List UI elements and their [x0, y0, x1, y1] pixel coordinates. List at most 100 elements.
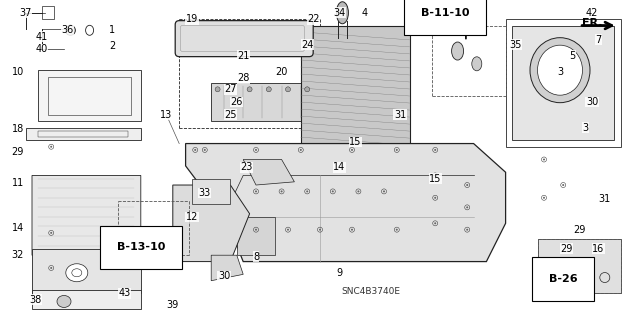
Text: 4: 4: [362, 8, 368, 18]
Polygon shape: [243, 160, 294, 185]
Ellipse shape: [266, 87, 271, 92]
Text: 30: 30: [586, 97, 598, 107]
Ellipse shape: [396, 149, 398, 151]
Ellipse shape: [247, 87, 252, 92]
Ellipse shape: [383, 190, 385, 192]
Ellipse shape: [452, 42, 463, 60]
Polygon shape: [173, 185, 250, 262]
Ellipse shape: [194, 149, 196, 151]
Text: 5: 5: [570, 51, 576, 61]
Ellipse shape: [466, 229, 468, 231]
Text: 24: 24: [301, 40, 314, 50]
Text: 38: 38: [29, 295, 42, 305]
Text: 18: 18: [12, 124, 24, 134]
Text: 42: 42: [586, 8, 598, 18]
Ellipse shape: [562, 184, 564, 186]
Text: 29: 29: [12, 146, 24, 157]
Text: 41: 41: [35, 32, 48, 42]
Text: 14: 14: [147, 234, 160, 244]
Ellipse shape: [285, 87, 291, 92]
Text: 36: 36: [61, 25, 74, 35]
Ellipse shape: [66, 264, 88, 282]
Text: 8: 8: [253, 252, 259, 262]
Ellipse shape: [50, 267, 52, 269]
Polygon shape: [38, 70, 141, 121]
Text: 33: 33: [198, 188, 211, 198]
Text: SNC4B3740E: SNC4B3740E: [342, 287, 401, 296]
Text: 3: 3: [582, 122, 589, 133]
Ellipse shape: [434, 149, 436, 151]
Ellipse shape: [530, 38, 590, 103]
Ellipse shape: [255, 190, 257, 192]
Text: 27: 27: [224, 84, 237, 94]
Ellipse shape: [332, 190, 334, 192]
Text: 43: 43: [118, 288, 131, 299]
Text: 13: 13: [160, 110, 173, 120]
Polygon shape: [211, 255, 243, 281]
Ellipse shape: [57, 295, 71, 308]
Text: 31: 31: [394, 110, 406, 120]
Ellipse shape: [280, 190, 283, 192]
Text: 30: 30: [218, 271, 230, 281]
Text: 1: 1: [109, 25, 115, 35]
Text: 32: 32: [12, 250, 24, 260]
Text: 15: 15: [429, 174, 442, 184]
Text: 21: 21: [237, 51, 250, 61]
Text: 14: 14: [12, 223, 24, 233]
Polygon shape: [32, 290, 141, 309]
Ellipse shape: [434, 222, 436, 224]
Polygon shape: [237, 217, 275, 255]
Ellipse shape: [306, 190, 308, 192]
Text: FR.: FR.: [582, 18, 602, 28]
Ellipse shape: [319, 229, 321, 231]
FancyBboxPatch shape: [175, 21, 313, 57]
Text: B-26: B-26: [549, 274, 577, 284]
Text: 34: 34: [333, 8, 346, 18]
Text: 28: 28: [237, 73, 250, 83]
Polygon shape: [32, 249, 141, 293]
Ellipse shape: [351, 149, 353, 151]
Text: B-13-10: B-13-10: [116, 242, 165, 252]
Text: 25: 25: [224, 110, 237, 120]
Polygon shape: [192, 179, 230, 204]
Ellipse shape: [215, 87, 220, 92]
Ellipse shape: [305, 87, 310, 92]
Text: 40: 40: [35, 44, 48, 55]
Text: 35: 35: [509, 40, 522, 50]
Text: 11: 11: [12, 178, 24, 189]
Text: 20: 20: [275, 67, 288, 77]
Ellipse shape: [255, 149, 257, 151]
Ellipse shape: [543, 197, 545, 199]
Polygon shape: [32, 175, 141, 255]
Ellipse shape: [466, 206, 468, 208]
Ellipse shape: [538, 45, 582, 95]
Text: 2: 2: [109, 41, 115, 51]
Text: 17: 17: [122, 247, 134, 257]
Ellipse shape: [300, 149, 302, 151]
Text: 22: 22: [307, 14, 320, 24]
Ellipse shape: [65, 25, 76, 35]
Polygon shape: [512, 26, 614, 140]
Ellipse shape: [287, 229, 289, 231]
Ellipse shape: [466, 184, 468, 186]
Polygon shape: [211, 83, 314, 121]
Text: 29: 29: [573, 225, 586, 235]
Ellipse shape: [434, 174, 436, 176]
Ellipse shape: [337, 2, 348, 24]
Text: B-11-10: B-11-10: [420, 8, 469, 19]
Text: 3: 3: [557, 67, 563, 77]
Text: 29: 29: [560, 244, 573, 254]
Ellipse shape: [472, 57, 482, 71]
Text: 14: 14: [333, 162, 346, 173]
Ellipse shape: [543, 159, 545, 160]
Text: 31: 31: [598, 194, 611, 204]
Ellipse shape: [204, 149, 206, 151]
Text: 37: 37: [19, 8, 32, 18]
Ellipse shape: [434, 197, 436, 199]
Ellipse shape: [50, 232, 52, 234]
Text: 9: 9: [336, 268, 342, 278]
Text: 12: 12: [186, 212, 198, 222]
Text: 10: 10: [12, 67, 24, 77]
Text: 39: 39: [166, 300, 179, 310]
Text: 23: 23: [240, 162, 253, 173]
